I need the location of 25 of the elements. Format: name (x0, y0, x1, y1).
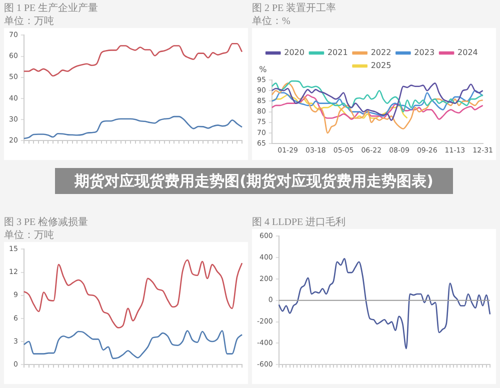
line-series (271, 82, 484, 121)
line-series (278, 258, 491, 350)
line-series (271, 90, 484, 117)
text: 期货对应现货费用走势图(期货对应现货费用走势图表) (55, 168, 453, 194)
legend-label: 2024 (458, 48, 478, 58)
legend-label: 2021 (327, 48, 348, 58)
legend-label: 2025 (370, 61, 392, 70)
legend-label: 2022 (370, 48, 392, 58)
y-axis-title: % (259, 65, 268, 74)
chart-subtitle: 单位：万吨 (4, 15, 55, 28)
line-series (23, 330, 243, 360)
line-series (271, 94, 408, 119)
line-series (23, 42, 243, 77)
chart-subtitle: 单位：% (252, 15, 292, 28)
chart-subtitle: 单位：万吨 (4, 229, 55, 242)
line-series (271, 80, 484, 112)
chart-title: 图 2 PE 装置开工率 (252, 2, 338, 15)
line-series (271, 94, 484, 120)
legend-label: 2023 (414, 48, 435, 58)
line-series (271, 82, 484, 134)
chart-title: 图 4 LLDPE 进口毛利 (252, 216, 347, 229)
chart-title: 图 1 PE 生产企业产量 (4, 2, 100, 15)
line-series (23, 259, 243, 328)
chart-title: 图 3 PE 检修减损量 (4, 216, 90, 229)
legend-label: 2020 (284, 48, 304, 58)
